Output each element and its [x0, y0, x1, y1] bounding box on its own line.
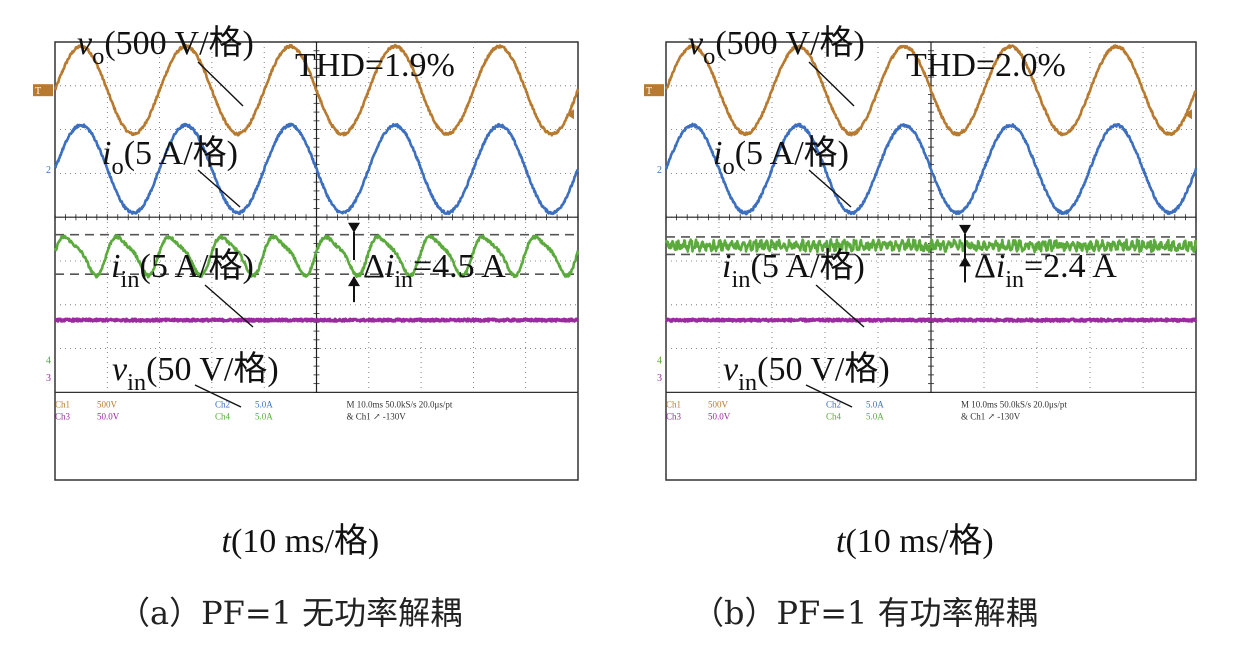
label-vin: vin(50 V/格) — [112, 350, 279, 396]
label-vo: vo(500 V/格) — [688, 24, 865, 70]
readout-cell: Ch3 — [55, 411, 71, 421]
panel-a: T 2 4 3 vo(500 V/格) io(5 A/格) iin(5 A/格) vin(50… — [33, 24, 580, 560]
readout-timebase: & Ch1 ↗ -130V — [347, 411, 407, 421]
readout-cell: 50.0V — [97, 411, 120, 421]
ch3-marker: 3 — [46, 373, 51, 384]
trigger-marker-label: T — [646, 86, 652, 97]
leader-vin — [194, 384, 242, 408]
caption-b: （b）PF=1 有功率解耦 — [692, 594, 1038, 632]
delta-arrow-top-head — [348, 222, 360, 233]
leader-iin — [204, 284, 254, 328]
label-iin: iin(5 A/格) — [722, 247, 865, 293]
readout-timebase: M 10.0ms 50.0kS/s 20.0μs/pt — [961, 399, 1067, 409]
x-axis-label: t(10 ms/格) — [836, 522, 994, 560]
ch1-marker — [644, 84, 664, 97]
label-vin: vin(50 V/格) — [723, 350, 890, 396]
readout-cell: Ch2 — [215, 399, 230, 409]
delta-iin-annotation: Δiin=2.4 A — [974, 248, 1117, 293]
readout-cell: 50.0V — [708, 411, 731, 421]
x-axis-label: t(10 ms/格) — [222, 522, 380, 560]
readout-timebase: & Ch1 ↗ -130V — [961, 411, 1021, 421]
ch4-marker: 4 — [46, 356, 51, 367]
ch2-marker: 2 — [46, 165, 51, 176]
readout-cell: Ch1 — [55, 399, 70, 409]
readout-cell: Ch4 — [826, 411, 842, 421]
ch4-marker: 4 — [657, 356, 662, 367]
delta-arrow-bottom-head — [348, 276, 360, 287]
leader-iin — [815, 284, 865, 328]
oscilloscope-figure: T 2 4 3 vo(500 V/格) io(5 A/格) iin(5 A/格) vin(50… — [33, 24, 1198, 560]
thd-annotation: THD=1.9% — [295, 47, 455, 84]
trace-vo — [54, 43, 580, 137]
readout-cell: 500V — [708, 399, 729, 409]
label-vo: vo(500 V/格) — [77, 24, 254, 70]
trigger-level-arrow — [566, 109, 574, 120]
readout-cell: Ch1 — [666, 399, 681, 409]
label-iin: iin(5 A/格) — [111, 247, 254, 293]
leader-vin — [805, 384, 853, 408]
readout-cell: 5.0A — [866, 411, 884, 421]
trigger-marker-label: T — [35, 86, 41, 97]
trace-io — [664, 122, 1198, 216]
trigger-level-arrow — [1184, 109, 1192, 120]
ch3-marker: 3 — [657, 373, 662, 384]
trace-vin — [664, 317, 1198, 323]
readout-cell: Ch4 — [215, 411, 231, 421]
readout-cell: 5.0A — [866, 399, 884, 409]
delta-arrow-bottom-head — [959, 256, 971, 267]
panel-b: T 2 4 3 vo(500 V/格) io(5 A/格) iin(5 A/格) vin(50… — [644, 24, 1198, 560]
trace-iin — [53, 234, 580, 279]
trace-io — [54, 122, 579, 216]
delta-iin-annotation: Δiin=4.5 A — [363, 248, 506, 293]
trace-vin — [53, 317, 580, 323]
readout-cell: 5.0A — [255, 399, 273, 409]
ch1-marker — [33, 84, 53, 97]
readout-cell: 500V — [97, 399, 118, 409]
ch2-marker: 2 — [657, 165, 662, 176]
readout-timebase: M 10.0ms 50.0kS/s 20.0μs/pt — [347, 399, 453, 409]
readout-cell: 5.0A — [255, 411, 273, 421]
delta-arrow-top-head — [959, 224, 971, 235]
leader-vo — [197, 61, 244, 107]
thd-annotation: THD=2.0% — [906, 47, 1066, 84]
label-io: io(5 A/格) — [102, 134, 238, 180]
caption-a: （a）PF=1 无功率解耦 — [118, 594, 463, 632]
leader-io — [197, 169, 241, 208]
trace-iin — [664, 238, 1197, 254]
trace-vo — [664, 43, 1197, 137]
readout-cell: Ch3 — [666, 411, 682, 421]
leader-io — [808, 169, 852, 208]
readout-cell: Ch2 — [826, 399, 841, 409]
label-io: io(5 A/格) — [713, 134, 849, 180]
leader-vo — [808, 61, 855, 107]
